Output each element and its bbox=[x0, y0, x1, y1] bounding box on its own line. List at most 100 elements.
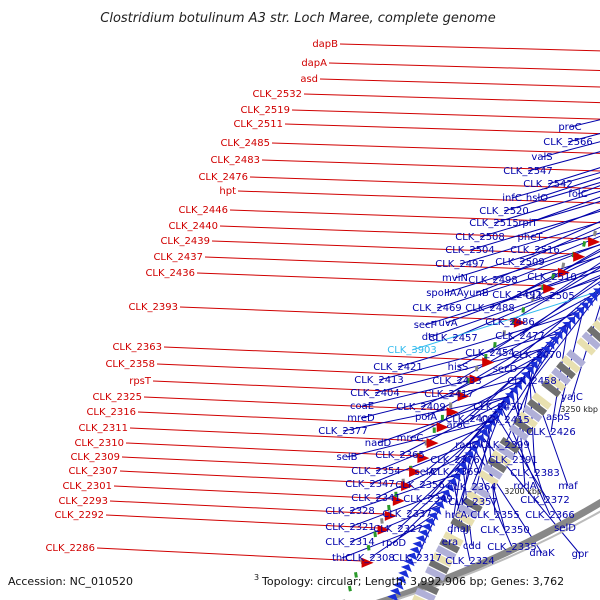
reverse-gene-arrow bbox=[520, 371, 531, 380]
red-label-connector bbox=[105, 514, 379, 529]
reverse-gene-arrow bbox=[440, 489, 451, 498]
blue-label-connector bbox=[534, 221, 600, 251]
cog-segment bbox=[495, 443, 516, 461]
gene-label-blue: CLK_2498 bbox=[468, 275, 518, 286]
red-label-connector bbox=[109, 500, 386, 515]
reverse-gene-arrow bbox=[400, 564, 412, 573]
reverse-gene-arrow bbox=[387, 593, 398, 600]
red-label-connector bbox=[303, 93, 600, 104]
gene-label-blue: CLK_2317 bbox=[392, 553, 442, 564]
reverse-gene-arrow bbox=[424, 518, 436, 527]
gene-label-blue: CLK_2458 bbox=[507, 376, 557, 387]
gene-label-blue: CLK_2515 bbox=[469, 218, 519, 229]
red-label-connector bbox=[129, 427, 428, 442]
forward-gene-arrow bbox=[436, 422, 449, 433]
reverse-gene-arrow bbox=[457, 462, 468, 471]
cog-segment bbox=[470, 483, 491, 500]
forward-gene-arrow bbox=[482, 357, 495, 368]
blue-label-connector bbox=[457, 291, 599, 368]
gene-label-red: CLK_2310 bbox=[74, 438, 124, 449]
gene-label-red: CLK_2439 bbox=[160, 236, 210, 247]
red-label-connector bbox=[237, 190, 600, 204]
cog-segment bbox=[551, 367, 571, 386]
cog-segment bbox=[491, 450, 512, 467]
gene-label-red: CLK_2316 bbox=[86, 407, 136, 418]
reverse-gene-arrow bbox=[532, 356, 543, 365]
cog-segment bbox=[592, 319, 600, 332]
gene-label-blue: CLK_2337 bbox=[382, 509, 432, 520]
gene-label-blue: CLK_2520 bbox=[479, 206, 529, 217]
blue-label-connector bbox=[375, 424, 491, 472]
blue-label-connector bbox=[527, 372, 569, 487]
gene-label-red: CLK_2437 bbox=[153, 252, 203, 263]
cog-segment bbox=[462, 496, 483, 513]
gene-label-blue: polA bbox=[415, 412, 437, 423]
gene-label-blue: CLK_2335 bbox=[487, 542, 537, 553]
blue-label-connector bbox=[551, 248, 600, 278]
blue-label-connector bbox=[436, 255, 600, 309]
gene-label-blue: dnaJ bbox=[447, 524, 469, 535]
gene-label-red: dapA bbox=[301, 58, 327, 69]
blue-label-connector bbox=[375, 451, 473, 499]
gene-label-blue: hrcA bbox=[445, 510, 468, 521]
blue-label-connector bbox=[419, 423, 492, 486]
reverse-gene-arrow bbox=[516, 376, 527, 386]
blue-label-connector bbox=[527, 196, 600, 224]
reverse-gene-arrow bbox=[390, 587, 401, 596]
footer-marker: 3 bbox=[254, 573, 259, 582]
reverse-gene-arrow bbox=[421, 523, 433, 532]
cog-segment bbox=[576, 337, 596, 356]
reverse-gene-arrow bbox=[557, 326, 567, 335]
cog-segment bbox=[522, 404, 543, 423]
forward-gene-arrow bbox=[409, 467, 422, 477]
cog-segment bbox=[546, 373, 566, 392]
red-label-connector bbox=[271, 142, 600, 154]
forward-gene-arrow bbox=[426, 438, 439, 449]
gene-features bbox=[342, 230, 600, 600]
reverse-gene-arrow bbox=[562, 321, 572, 331]
gene-label-blue: CLK_2383 bbox=[510, 468, 560, 479]
reverse-gene-arrow bbox=[450, 473, 461, 482]
gene-label-blue: CLK_2372 bbox=[520, 495, 570, 506]
cog-segment bbox=[454, 510, 475, 527]
red-label-connector bbox=[125, 442, 418, 457]
gene-label-blue: mreC bbox=[397, 433, 424, 444]
cog-segment bbox=[527, 398, 548, 416]
gene-label-red: CLK_2309 bbox=[70, 452, 120, 463]
red-label-connector bbox=[284, 123, 600, 135]
gene-label-red: hpt bbox=[219, 186, 236, 197]
blue-label-connector bbox=[527, 151, 600, 172]
gene-label-red: CLK_2519 bbox=[240, 105, 290, 116]
blue-label-connector bbox=[377, 395, 511, 444]
red-label-connector bbox=[261, 159, 600, 172]
gene-label-blue: proC bbox=[558, 122, 581, 133]
backbone-inner-line bbox=[391, 510, 600, 600]
outer-feature-tick bbox=[380, 518, 384, 524]
blue-label-connector bbox=[456, 306, 585, 382]
blue-label-connector bbox=[411, 290, 599, 351]
gene-label-blue: secF bbox=[414, 320, 437, 331]
gene-label-red: CLK_2532 bbox=[252, 89, 302, 100]
gene-label-blue: radC bbox=[455, 440, 479, 451]
gene-label-blue: CLK_2409 bbox=[396, 402, 446, 413]
reverse-gene-arrow bbox=[430, 506, 442, 515]
accession-label: Accession: NC_010520 bbox=[8, 575, 133, 588]
reverse-gene-arrow bbox=[575, 307, 585, 316]
outer-feature-tick bbox=[347, 585, 352, 592]
gene-label-blue: CLK_2324 bbox=[445, 556, 495, 567]
blue-label-connector bbox=[470, 453, 513, 548]
gene-label-red: CLK_2301 bbox=[62, 481, 112, 492]
gene-label-red: CLK_2286 bbox=[45, 543, 95, 554]
gene-label-blue: cdd bbox=[463, 541, 481, 552]
cog-segment bbox=[513, 417, 534, 435]
blue-label-connector bbox=[536, 177, 600, 199]
blue-label-connector bbox=[429, 277, 600, 338]
reverse-gene-arrow bbox=[418, 529, 430, 538]
outer-feature-tick bbox=[582, 240, 587, 247]
blue-label-connector bbox=[369, 439, 480, 485]
blue-label-connector bbox=[452, 481, 471, 562]
forward-gene-arrow bbox=[469, 374, 482, 385]
blue-label-connector bbox=[479, 200, 600, 238]
cog-segment bbox=[432, 552, 453, 568]
